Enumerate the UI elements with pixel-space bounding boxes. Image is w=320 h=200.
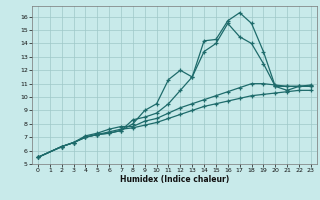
X-axis label: Humidex (Indice chaleur): Humidex (Indice chaleur) — [120, 175, 229, 184]
